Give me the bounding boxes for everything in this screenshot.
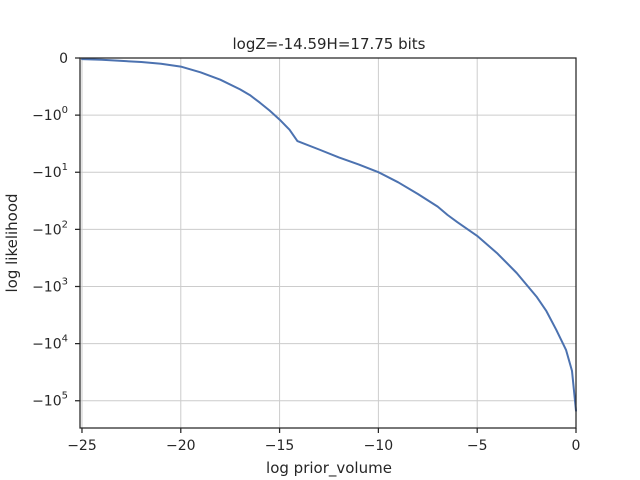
y-tick-label: −101: [32, 162, 68, 181]
x-tick-label: −15: [265, 438, 295, 454]
series-group: [81, 58, 577, 412]
x-axis-label: log prior_volume: [266, 459, 392, 478]
x-tick-label: −10: [364, 438, 394, 454]
y-tick-label: −100: [32, 105, 68, 124]
x-axis-ticks: −25 −20 −15 −10 −5 0: [67, 428, 580, 454]
x-tick-label: −25: [67, 438, 97, 454]
y-tick-label: −103: [32, 276, 68, 295]
series-line: [81, 58, 577, 412]
y-axis-label: log likelihood: [3, 193, 21, 292]
y-tick-label: −105: [32, 391, 68, 410]
x-tick-label: 0: [572, 438, 581, 454]
y-tick-label: 0: [59, 51, 68, 67]
chart-title: logZ=-14.59H=17.75 bits: [232, 35, 425, 53]
x-tick-label: −5: [467, 438, 488, 454]
y-tick-label: −104: [32, 334, 68, 353]
y-tick-label: −102: [32, 219, 68, 238]
y-axis-ticks: 0 −100 −101 −102 −103 −104 −105: [32, 51, 80, 410]
plot-frame: [79, 57, 577, 429]
x-tick-label: −20: [166, 438, 196, 454]
